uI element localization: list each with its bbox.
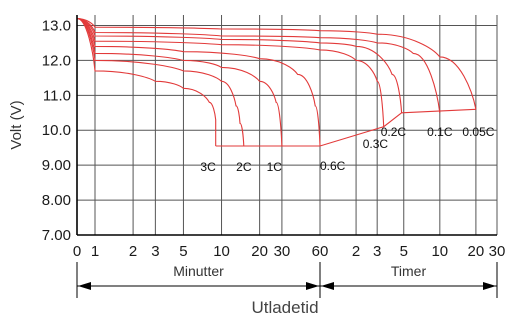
y-axis-label: Volt (V) <box>8 100 25 149</box>
series-line <box>76 17 321 147</box>
y-tick-label: 9.00 <box>42 157 71 174</box>
x-tick-label: 60 <box>312 243 329 260</box>
series-line <box>76 17 477 110</box>
x-tick-label: 20 <box>251 243 268 260</box>
series-line <box>76 17 385 127</box>
segment-label: Minutter <box>173 263 224 279</box>
series-line <box>76 17 217 146</box>
x-axis-label: Utladetid <box>251 298 318 317</box>
cutoff-line <box>215 108 476 147</box>
y-tick-label: 12.0 <box>42 52 71 69</box>
series-line <box>76 17 245 147</box>
arrow-head-right <box>306 282 319 290</box>
series-line <box>76 17 441 113</box>
x-tick-label: 30 <box>489 243 506 260</box>
x-tick-label: 5 <box>179 243 187 260</box>
x-tick-label: 10 <box>213 243 230 260</box>
series-label: 0.2C <box>381 125 407 139</box>
x-tick-label: 30 <box>274 243 291 260</box>
series-label: 0.05C <box>462 125 494 139</box>
x-tick-label: 0 <box>73 243 81 260</box>
x-tick-label: 3 <box>151 243 159 260</box>
curves <box>76 17 477 147</box>
series-label: 1C <box>267 160 283 174</box>
axes <box>76 15 498 298</box>
series-label: 0.3C <box>363 137 389 151</box>
segment-label: Timer <box>391 263 427 279</box>
arrow-head-left <box>321 282 334 290</box>
x-tick-label: 3 <box>373 243 381 260</box>
y-tick-label: 13.0 <box>42 17 71 34</box>
x-tick-label: 2 <box>352 243 360 260</box>
x-tick-label: 20 <box>468 243 485 260</box>
series-label: 2C <box>236 160 252 174</box>
y-tick-label: 8.00 <box>42 192 71 209</box>
x-tick-label: 10 <box>431 243 448 260</box>
series-label: 0.1C <box>427 125 453 139</box>
arrow-head-left <box>78 282 91 290</box>
y-tick-label: 10.0 <box>42 122 71 139</box>
series-label: 3C <box>200 160 216 174</box>
y-tick-label: 11.0 <box>43 87 71 104</box>
series-label: 0.6C <box>320 159 346 173</box>
series-line <box>76 17 403 113</box>
series-line <box>76 17 283 147</box>
arrow-head-right <box>483 282 496 290</box>
x-tick-label: 5 <box>400 243 408 260</box>
x-tick-label: 2 <box>129 243 137 260</box>
y-tick-label: 7.00 <box>42 227 71 244</box>
x-tick-label: 1 <box>91 243 99 260</box>
